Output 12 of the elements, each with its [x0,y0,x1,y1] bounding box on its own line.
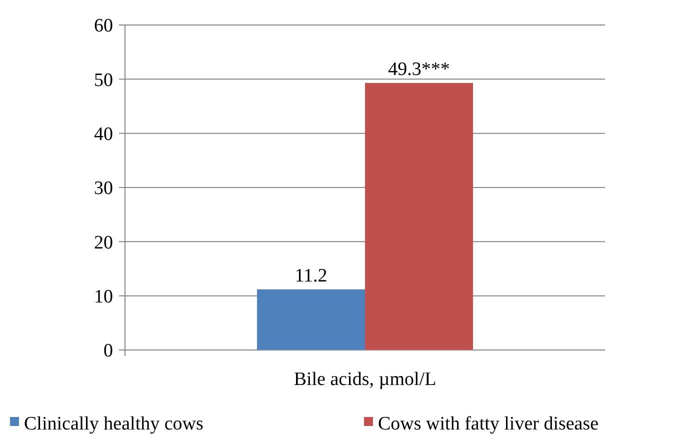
legend-label: Cows with fatty liver disease [378,414,599,435]
y-tick-label: 0 [104,340,113,362]
y-tick-label: 40 [94,124,113,145]
y-tick-label: 20 [94,232,113,254]
data-label: 49.3*** [388,58,450,80]
legend-label: Clinically healthy cows [24,414,204,435]
y-tick-label: 60 [94,16,113,37]
x-tick-label: Bile acids, µmol/L [294,369,436,390]
y-tick-label: 50 [94,70,113,91]
y-tick-label: 30 [94,178,113,200]
data-label: 11.2 [294,265,328,286]
y-tick-label: 10 [94,286,113,308]
